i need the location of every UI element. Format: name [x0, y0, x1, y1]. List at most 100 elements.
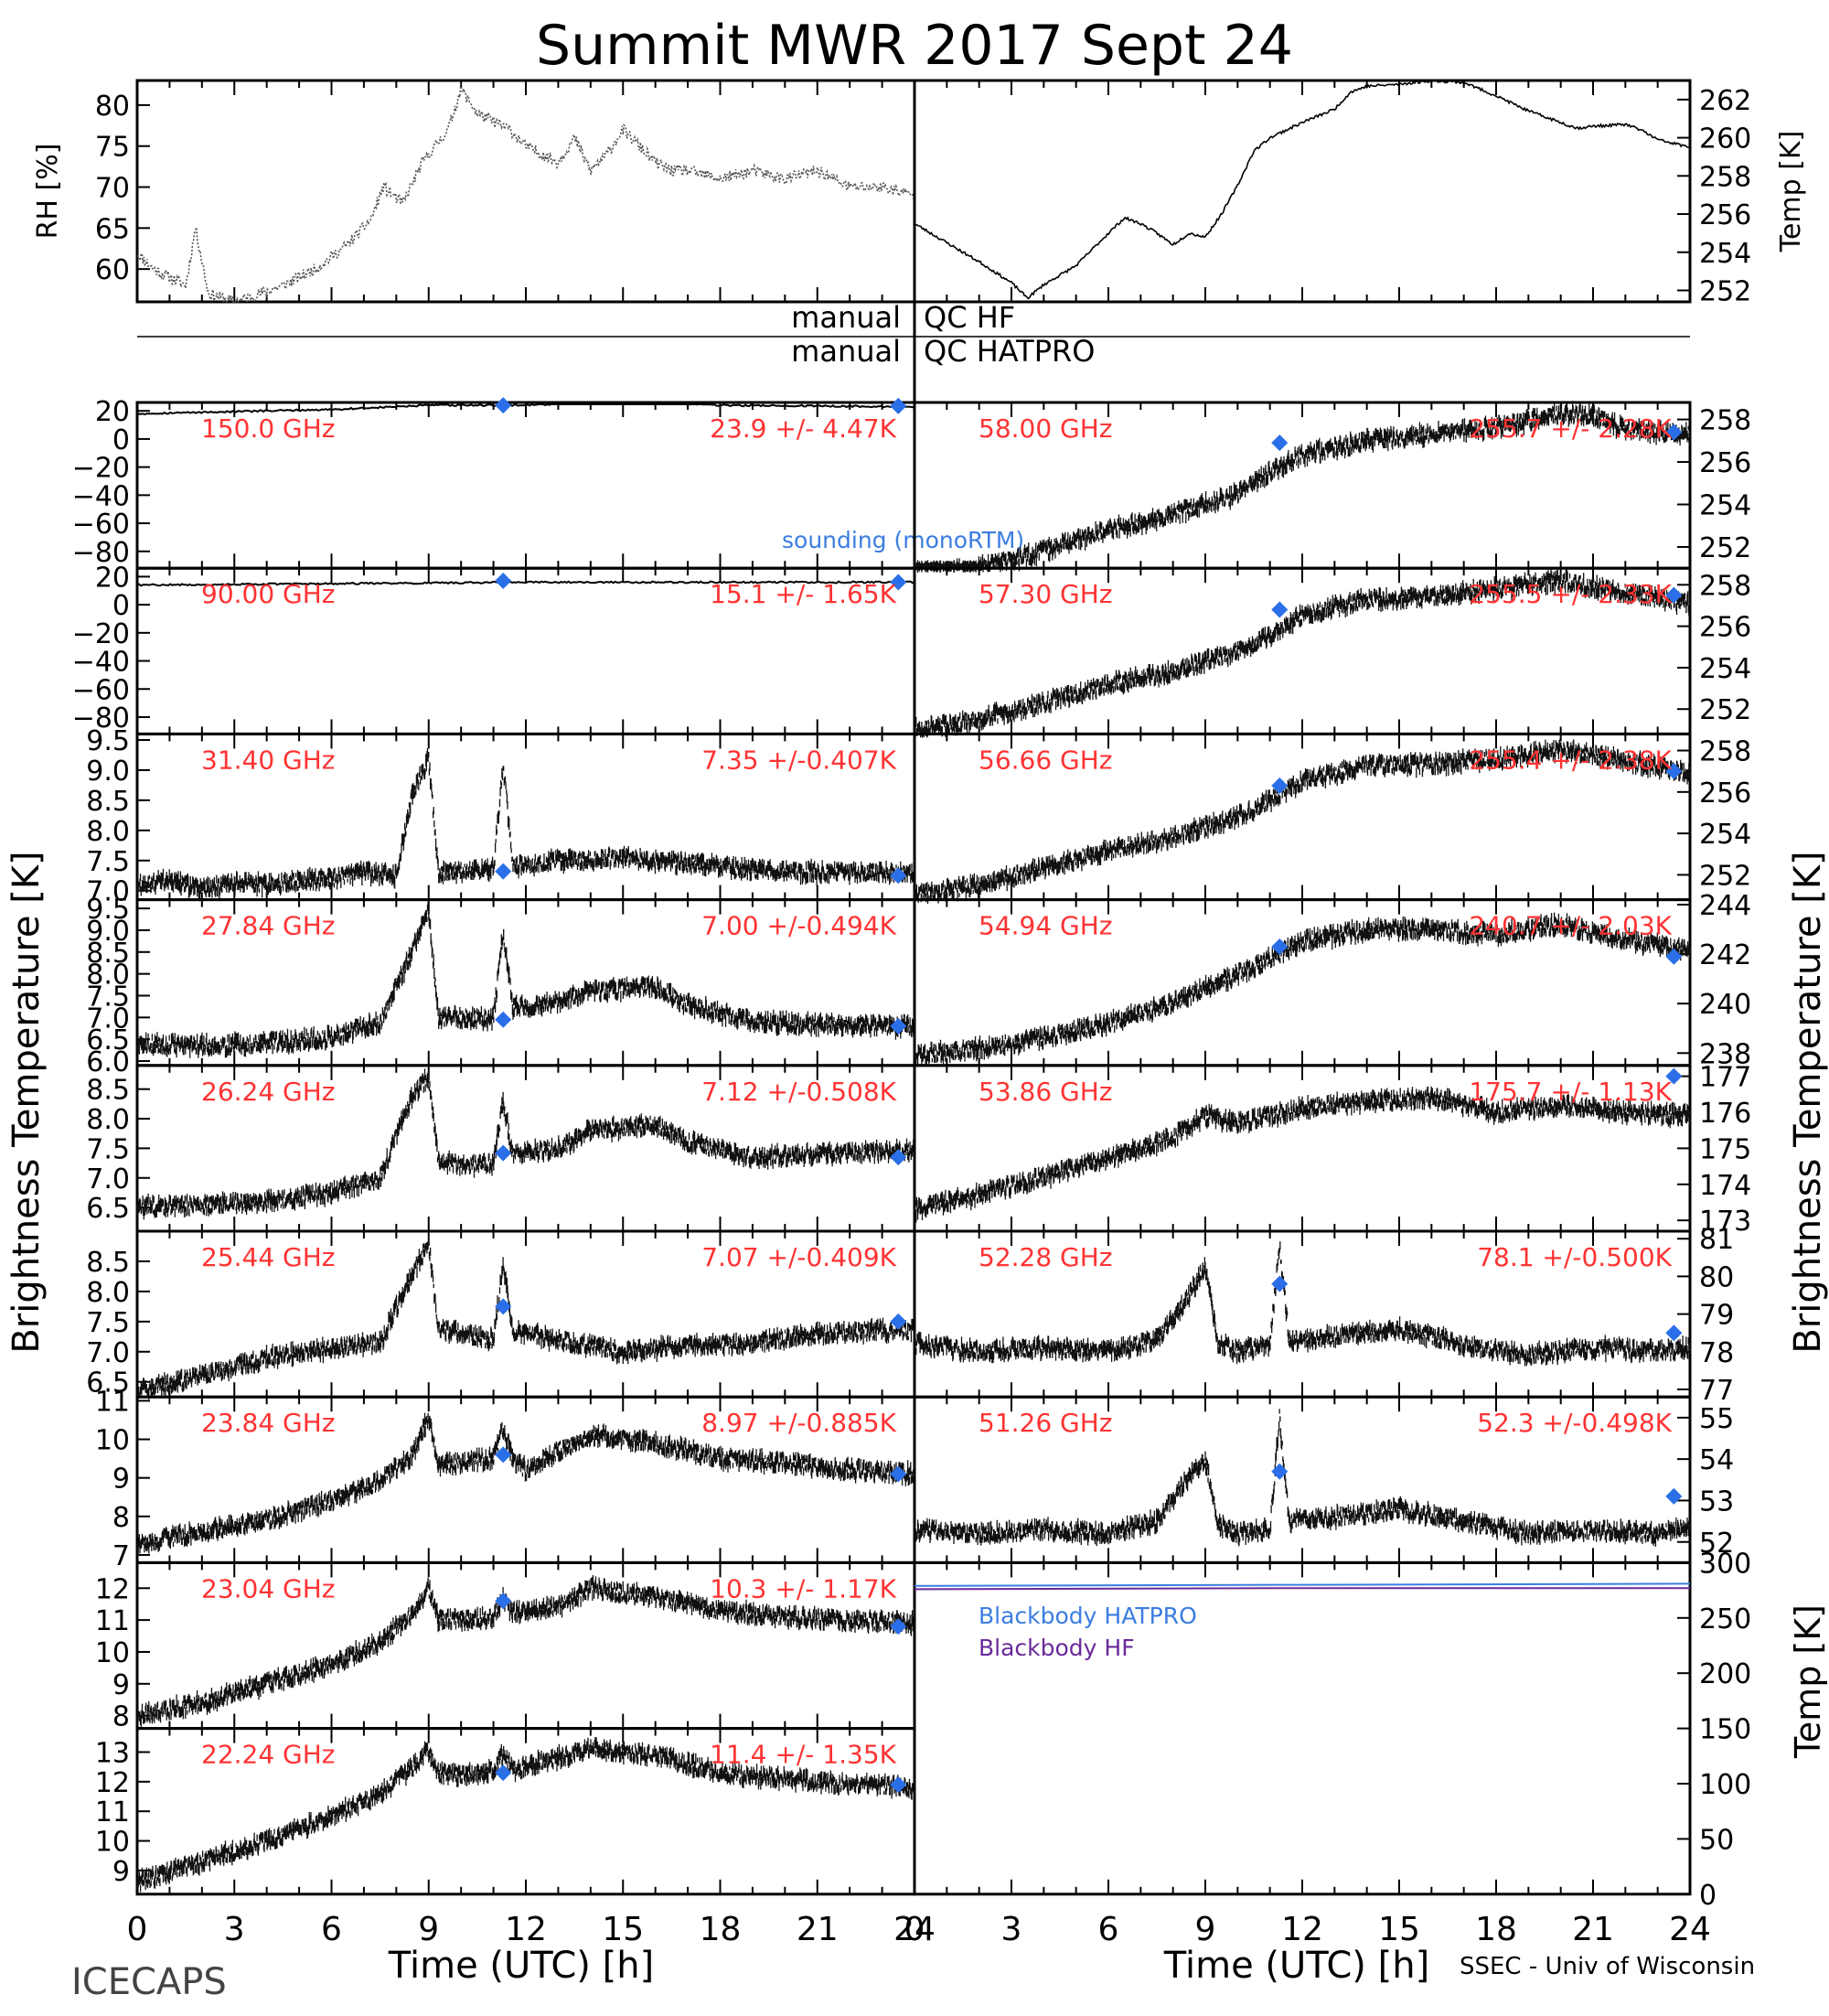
left-channel-7-ytick-label: 9	[112, 1669, 130, 1701]
right-channel-5-sounding-marker	[1665, 1324, 1683, 1342]
right-channel-6-sounding-marker	[1665, 1487, 1683, 1505]
x-tick-label-left: 6	[321, 1911, 342, 1948]
left-channel-4-ytick-label: 7.5	[86, 1133, 130, 1165]
left-channel-6-ytick-label: 8	[112, 1502, 130, 1534]
left-channel-7-freq-label: 23.04 GHz	[201, 1573, 336, 1603]
x-tick-label-left: 9	[418, 1911, 439, 1948]
left-channel-1-stat-label: 15.1 +/- 1.65K	[710, 579, 896, 609]
right-channel-4-ytick-label: 177	[1699, 1062, 1751, 1094]
left-channel-4: 6.57.07.58.08.5 26.24 GHz 7.12 +/-0.508K	[86, 1064, 916, 1233]
left-channel-8-sounding-marker	[890, 1776, 907, 1794]
left-channel-0-ytick-label: −80	[72, 537, 130, 569]
right-channel-3-sounding-marker	[1271, 938, 1289, 955]
right-channel-3-ytick-label: 242	[1699, 939, 1751, 971]
left-channel-7-sounding-marker	[890, 1618, 907, 1635]
left-channel-5-series	[136, 1233, 915, 1400]
right-channel-1-ytick-label: 252	[1699, 694, 1751, 726]
x-tick-label-left: 3	[224, 1911, 245, 1948]
right-channel-4-sounding-marker	[1665, 1067, 1683, 1085]
right-side-label: Brightness Temperature [K]	[1787, 851, 1829, 1353]
left-channel-2-series	[136, 747, 915, 899]
left-channel-3-freq-label: 27.84 GHz	[201, 911, 336, 941]
blackbody-panel-ytick-label: 150	[1699, 1714, 1751, 1746]
left-channel-8-series	[136, 1737, 915, 1893]
left-channel-7-ytick-label: 10	[95, 1637, 130, 1669]
qc-left-1: manual	[791, 300, 901, 335]
right-channel-1: 252 254 256 258 57.30 GHz 255.5 +/- 2.33K	[913, 566, 1751, 738]
left-channel-2-ytick-label: 9.5	[86, 725, 130, 757]
left-channel-5-sounding-marker	[495, 1298, 512, 1315]
left-channel-3-ytick-label: 8.5	[86, 938, 130, 970]
right-channel-6-stat-label: 52.3 +/-0.498K	[1477, 1408, 1672, 1438]
left-channel-3-ytick-label: 6.0	[86, 1046, 130, 1078]
x-tick-label-right: 15	[1378, 1911, 1420, 1948]
left-channel-3-ytick-label: 7.5	[86, 981, 130, 1013]
blackbody-hatpro-label: Blackbody HATPRO	[979, 1603, 1197, 1629]
left-channel-4-sounding-marker	[495, 1144, 512, 1162]
rh-panel-ytick-label: 80	[95, 91, 130, 123]
left-channel-6-ytick-label: 10	[95, 1425, 130, 1457]
right-channel-5: 77 78 79 80 81 52.28 GHz 78.1 +/-0.500K	[913, 1224, 1734, 1407]
left-channel-0-ytick-label: −20	[72, 453, 130, 485]
blackbody-panel-ytick-label: 100	[1699, 1769, 1751, 1801]
left-channel-6-ytick-label: 11	[95, 1386, 130, 1418]
left-channel-0-ytick-label: 0	[112, 424, 130, 456]
right-channel-5-ytick-label: 81	[1699, 1224, 1734, 1256]
left-channel-6-freq-label: 23.84 GHz	[201, 1408, 336, 1438]
right-channel-3-freq-label: 54.94 GHz	[979, 911, 1113, 941]
x-tick-label-right: 0	[904, 1911, 925, 1948]
right-channel-1-series	[914, 568, 1691, 738]
left-channel-2-ytick-label: 8.5	[86, 786, 130, 818]
left-channel-2: 7.07.58.08.59.09.5 31.40 GHz 7.35 +/-0.407…	[86, 725, 916, 908]
right-channel-4-ytick-label: 176	[1699, 1098, 1751, 1130]
left-channel-2-ytick-label: 8.0	[86, 816, 130, 848]
right-channel-4-ytick-label: 174	[1699, 1170, 1751, 1202]
right-channel-1-ytick-label: 256	[1699, 612, 1751, 644]
x-tick-label-right: 3	[1001, 1911, 1022, 1948]
left-channel-3-series	[136, 901, 915, 1058]
left-channel-5-stat-label: 7.07 +/-0.409K	[701, 1242, 896, 1272]
left-channel-6-series	[136, 1412, 915, 1557]
left-channel-1-sounding-marker	[890, 574, 907, 591]
temp-panel-ytick-label: 252	[1699, 275, 1751, 307]
left-channel-5-ytick-label: 8.5	[86, 1247, 130, 1279]
left-channel-0-ytick-label: −60	[72, 509, 130, 541]
blackbody-series-0	[914, 1582, 1691, 1587]
left-channel-4-sounding-marker	[890, 1149, 907, 1166]
rh-series	[136, 83, 915, 304]
temp-series	[914, 79, 1691, 300]
left-channel-1-series	[136, 580, 915, 587]
left-channel-5-sounding-marker	[890, 1313, 907, 1330]
left-channel-7-ytick-label: 12	[95, 1573, 130, 1605]
left-channel-0-ytick-label: −40	[72, 480, 130, 512]
right-channel-0-ytick-label: 256	[1699, 447, 1751, 479]
right-channel-5-ytick-label: 77	[1699, 1375, 1734, 1407]
left-channel-0-sounding-marker	[890, 397, 907, 414]
x-tick-label-left: 0	[127, 1911, 148, 1948]
right-channel-0-stat-label: 255.7 +/- 2.28K	[1469, 413, 1672, 444]
blackbody-panel-ytick-label: 250	[1699, 1603, 1751, 1635]
left-channel-4-ytick-label: 8.5	[86, 1075, 130, 1107]
left-channel-3-ytick-label: 7.0	[86, 1003, 130, 1035]
qc-right-1: QC HF	[924, 300, 1015, 335]
left-channel-2-stat-label: 7.35 +/-0.407K	[701, 745, 896, 775]
left-channel-8-ytick-label: 9	[112, 1856, 130, 1888]
blackbody-panel-ytick-label: 300	[1699, 1548, 1751, 1580]
left-channel-1-sounding-marker	[495, 573, 512, 590]
right-channel-6-ytick-label: 52	[1699, 1528, 1734, 1560]
x-tick-label-left: 21	[797, 1911, 839, 1948]
left-channel-3-sounding-marker	[890, 1017, 907, 1035]
left-channel-2-ytick-label: 9.0	[86, 756, 130, 788]
rh-panel-ytick-label: 65	[95, 213, 130, 245]
left-channel-7-sounding-marker	[495, 1592, 512, 1610]
left-channel-1-ytick-label: 0	[112, 590, 130, 622]
right-channel-1-stat-label: 255.5 +/- 2.33K	[1469, 579, 1672, 609]
temp-panel-frame	[913, 79, 1692, 304]
right-channel-3: 238 240 242 244 54.94 GHz 240.7 +/- 2.03K	[913, 890, 1751, 1070]
right-channel-5-ytick-label: 79	[1699, 1300, 1734, 1332]
left-channel-5-ytick-label: 7.0	[86, 1337, 130, 1369]
left-channel-2-freq-label: 31.40 GHz	[201, 745, 336, 775]
left-channel-1-ytick-label: −40	[72, 647, 130, 679]
temp-panel-ytick-label: 260	[1699, 123, 1751, 155]
